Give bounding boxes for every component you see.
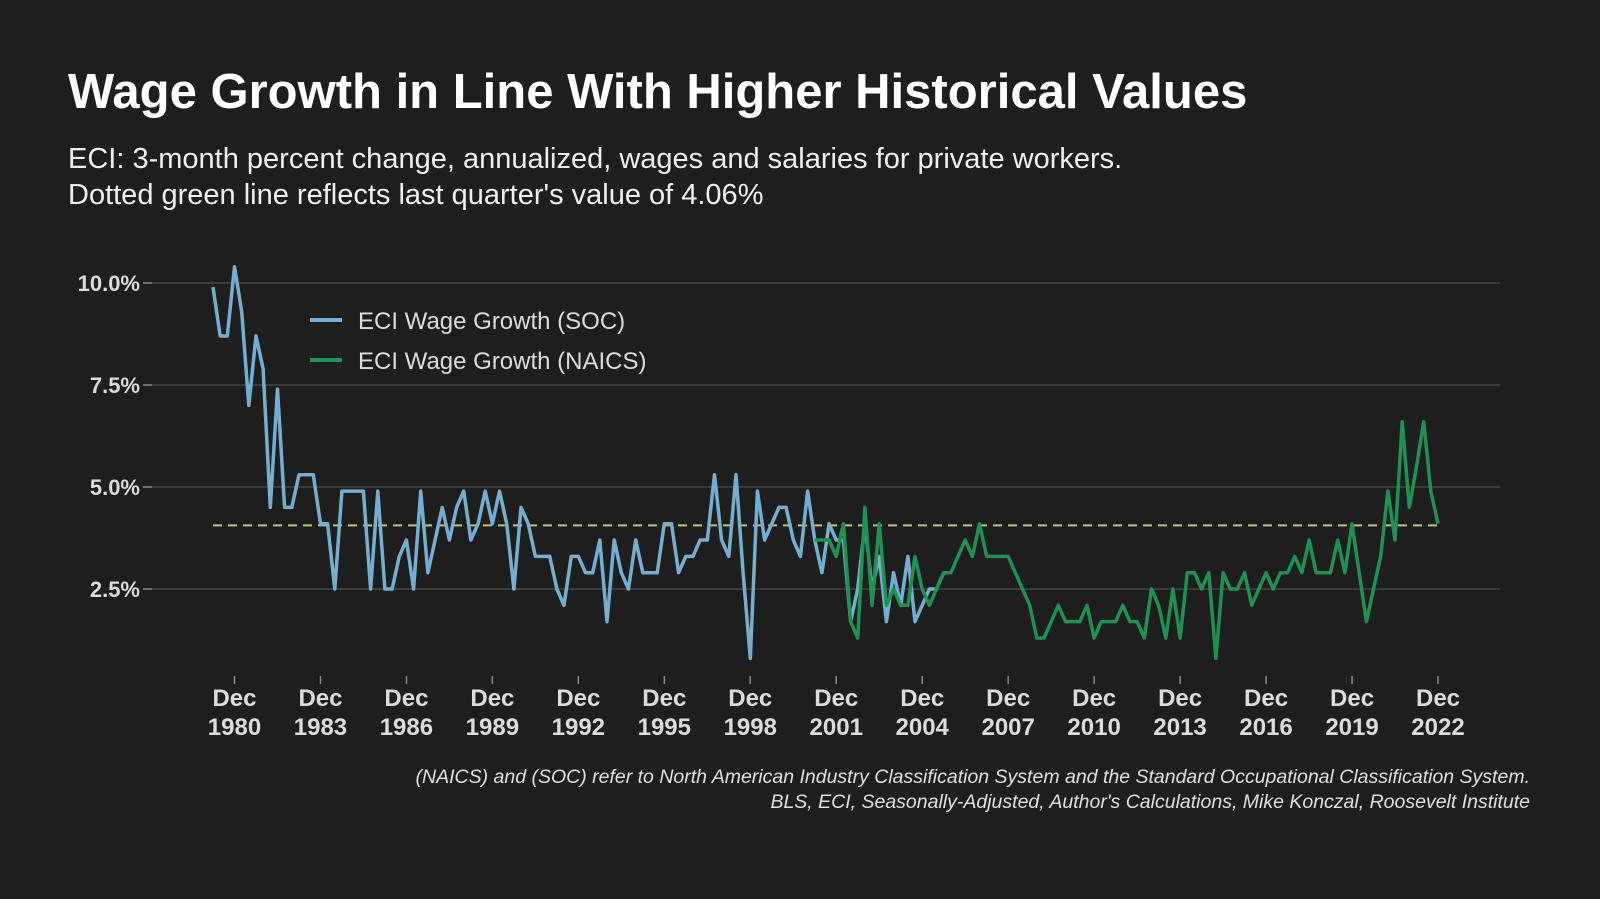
x-tick-label: Dec 1986 bbox=[379, 685, 434, 741]
y-tick-label: 10.0% bbox=[78, 271, 140, 296]
note: (NAICS) and (SOC) refer to North America… bbox=[416, 766, 1530, 788]
chart-title: Wage Growth in Line With Higher Historic… bbox=[68, 65, 1247, 119]
x-tick-label: Dec 2007 bbox=[981, 685, 1035, 741]
subtitle: ECI: 3-month percent change, annualized,… bbox=[68, 143, 1122, 175]
x-tick-label: Dec 2001 bbox=[809, 685, 863, 741]
note: BLS, ECI, Seasonally-Adjusted, Author's … bbox=[770, 791, 1530, 813]
x-tick-label: Dec 1995 bbox=[637, 685, 691, 741]
x-tick-label: Dec 2019 bbox=[1325, 685, 1379, 741]
x-tick-label: Dec 2022 bbox=[1411, 685, 1465, 741]
x-tick-label: Dec 2004 bbox=[895, 685, 949, 741]
y-tick-label: 2.5% bbox=[90, 577, 140, 602]
y-tick-label: 7.5% bbox=[90, 373, 140, 398]
x-tick-label: Dec 2016 bbox=[1239, 685, 1293, 741]
legend-label: ECI Wage Growth (SOC) bbox=[358, 308, 625, 335]
x-tick-label: Dec 2010 bbox=[1067, 685, 1121, 741]
x-tick-label: Dec 1983 bbox=[293, 685, 348, 741]
x-tick-label: Dec 1980 bbox=[207, 685, 262, 741]
x-tick-label: Dec 2013 bbox=[1153, 685, 1207, 741]
x-tick-label: Dec 1992 bbox=[551, 685, 606, 741]
y-tick-label: 5.0% bbox=[90, 475, 140, 500]
series-line bbox=[814, 419, 1440, 661]
x-tick-label: Dec 1989 bbox=[465, 685, 520, 741]
series-line bbox=[211, 264, 946, 661]
legend-label: ECI Wage Growth (NAICS) bbox=[358, 348, 647, 375]
x-tick-label: Dec 1998 bbox=[723, 685, 777, 741]
subtitle: Dotted green line reflects last quarter'… bbox=[68, 179, 763, 211]
